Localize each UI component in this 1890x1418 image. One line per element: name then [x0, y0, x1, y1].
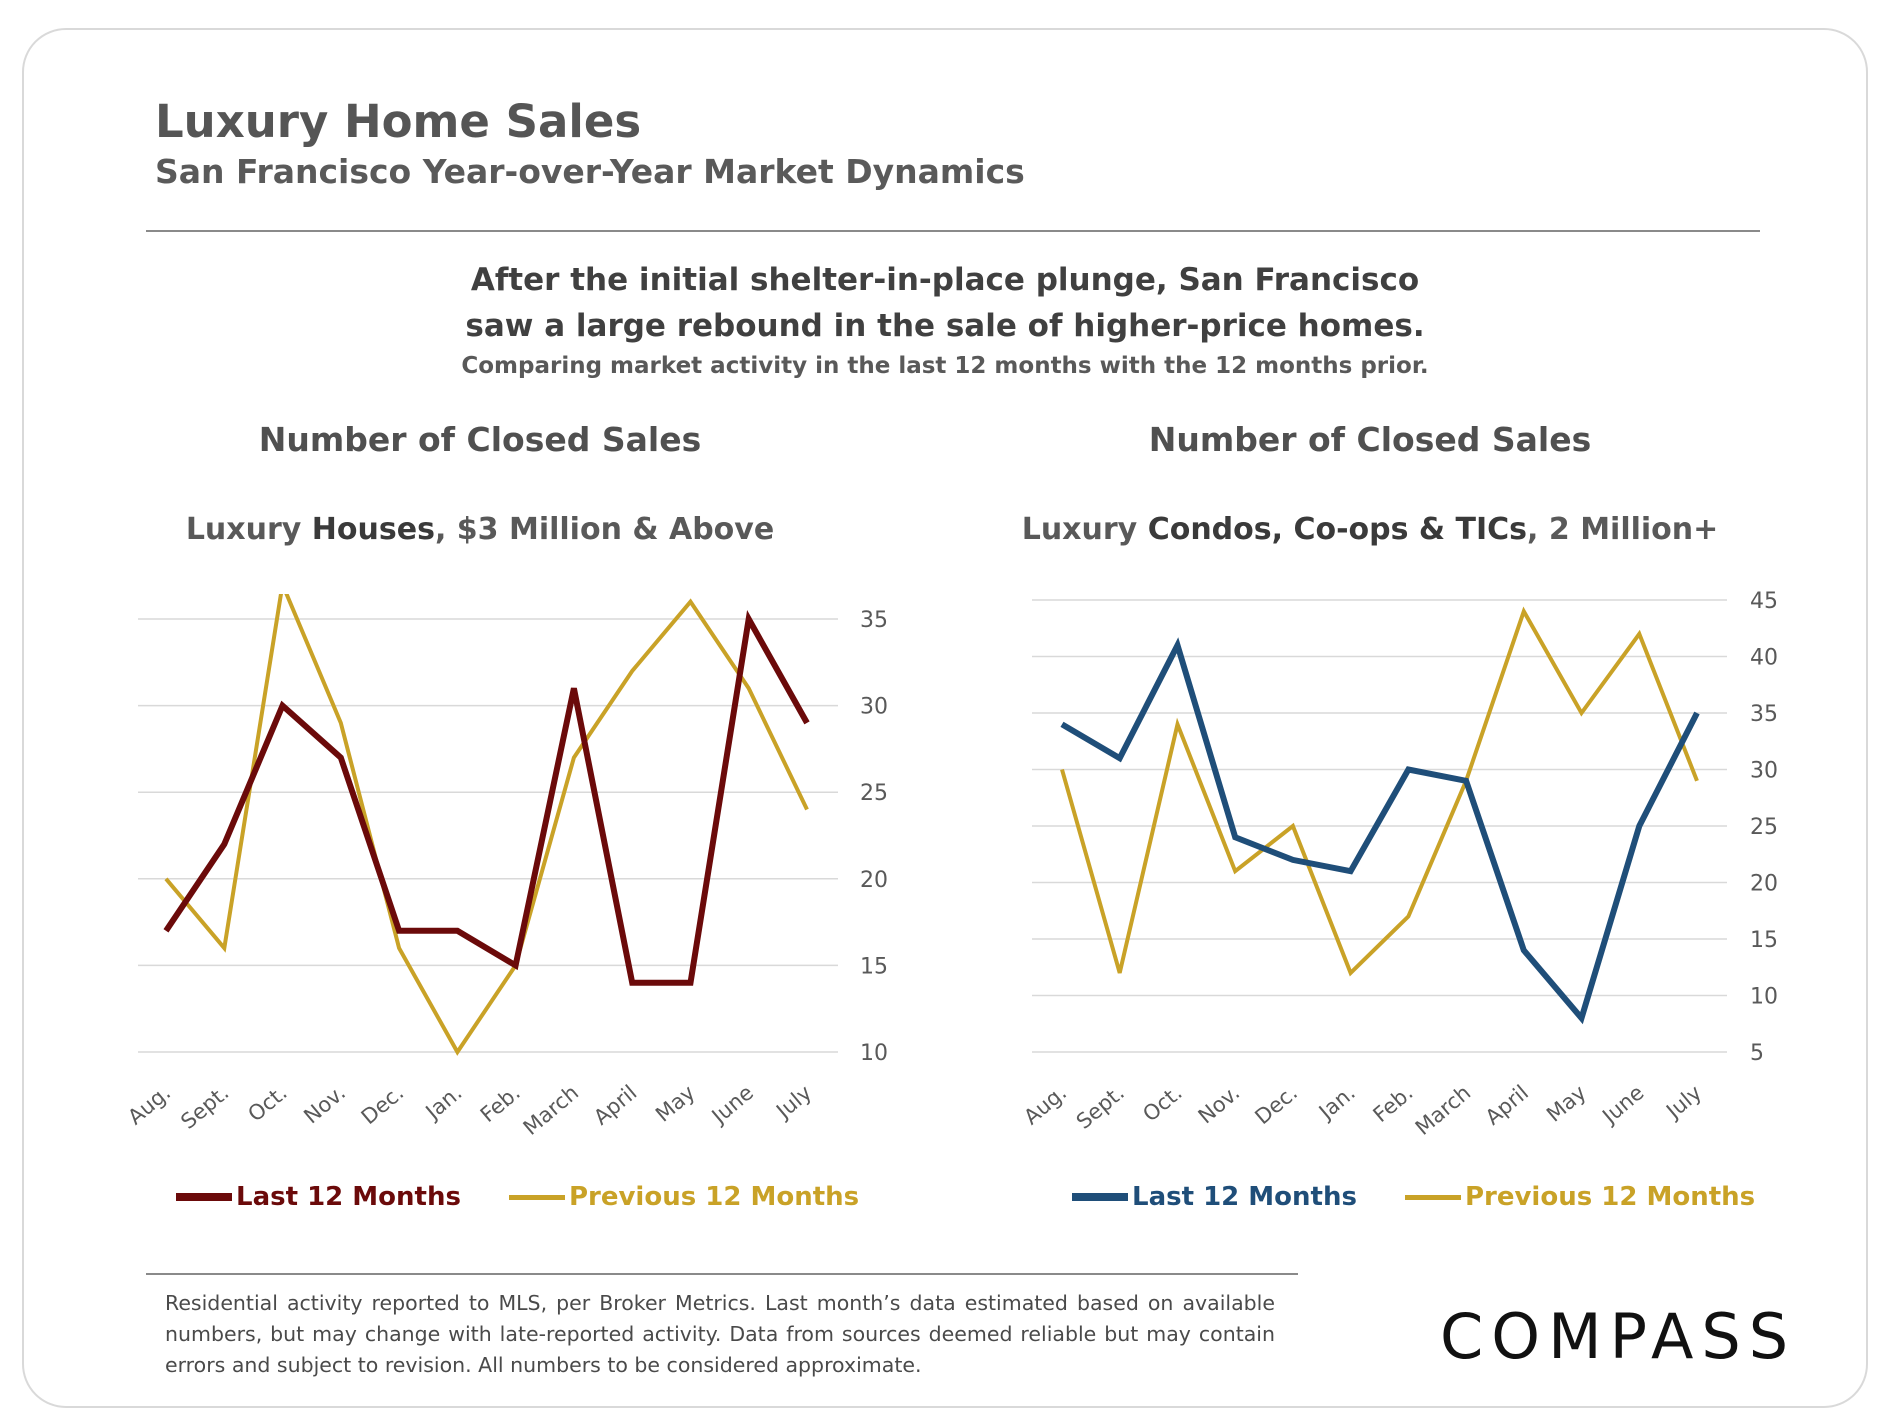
chart-subtitle-left: Luxury Houses, $3 Million & Above	[185, 512, 775, 547]
legend-label-last-12-right: Last 12 Months	[1132, 1182, 1357, 1212]
houses-x-tick-label: Aug.	[123, 1080, 175, 1129]
footer-disclaimer: Residential activity reported to MLS, pe…	[165, 1291, 1275, 1377]
chart-title-left: Number of Closed Sales	[258, 420, 702, 459]
houses-x-tick-label: May	[651, 1080, 700, 1126]
condos-y-tick-label: 5	[1750, 1041, 1764, 1066]
condos-series-previous-12-months-line	[1060, 606, 1699, 977]
chart-subtitle-right: Luxury Condos, Co-ops & TICs, 2 Million+	[1021, 512, 1719, 547]
condos-y-tick-label: 35	[1750, 702, 1778, 727]
legend-item-prev-12-left: Previous 12 Months	[508, 1182, 860, 1212]
houses-x-tick-label: Dec.	[357, 1080, 409, 1129]
condos-y-tick-label: 25	[1750, 815, 1778, 840]
condos-x-tick-label: Oct.	[1138, 1080, 1186, 1126]
houses-y-tick-label: 25	[860, 781, 888, 806]
legend-label-last-12-left: Last 12 Months	[236, 1182, 461, 1212]
page-title: Luxury Home Sales	[155, 95, 642, 148]
condos-x-tick-label: June	[1596, 1080, 1648, 1129]
condos-x-tick-label: May	[1542, 1080, 1591, 1126]
houses-x-tick-label: Nov.	[299, 1080, 350, 1128]
legend-swatch-last-12-left	[176, 1193, 232, 1201]
condos-y-tick-label: 20	[1750, 872, 1778, 897]
footer-divider	[146, 1273, 1298, 1275]
legend-label-prev-12-right: Previous 12 Months	[1464, 1182, 1756, 1212]
legend-swatch-prev-12-left	[508, 1194, 565, 1200]
legend-label-prev-12-left: Previous 12 Months	[568, 1182, 860, 1212]
houses-series-last-12-months-line	[163, 610, 810, 986]
legend-item-last-12-left: Last 12 Months	[176, 1182, 461, 1212]
condos-y-tick-label: 10	[1750, 985, 1778, 1010]
page-subtitle: San Francisco Year-over-Year Market Dyna…	[155, 152, 1025, 191]
compass-logo: COMPASS	[1440, 1300, 1797, 1373]
legend-left: Last 12 Months Previous 12 Months	[176, 1182, 859, 1212]
condos-x-tick-label: Dec.	[1250, 1080, 1302, 1129]
legend-item-prev-12-right: Previous 12 Months	[1404, 1182, 1756, 1212]
houses-y-tick-label: 30	[860, 695, 888, 720]
houses-x-tick-label: June	[706, 1080, 758, 1129]
condos-y-tick-label: 45	[1750, 589, 1778, 614]
condos-y-tick-label: 15	[1750, 928, 1778, 953]
condos-x-tick-label: Feb.	[1369, 1080, 1418, 1127]
headline-note: Comparing market activity in the last 12…	[461, 353, 1429, 379]
houses-y-tick-label: 20	[860, 868, 888, 893]
condos-x-tick-label: Sept.	[1072, 1080, 1129, 1133]
condos-x-tick-label: July	[1660, 1080, 1706, 1124]
condos-series-last-12-months-line	[1060, 637, 1700, 1025]
header-divider	[146, 230, 1760, 232]
condos-x-tick-label: March	[1411, 1080, 1475, 1140]
condos-x-tick-label: April	[1481, 1080, 1533, 1129]
houses-x-tick-label: Sept.	[176, 1080, 233, 1133]
headline-line-2: saw a large rebound in the sale of highe…	[465, 308, 1425, 344]
chart-title-right: Number of Closed Sales	[1148, 420, 1592, 459]
card-frame	[22, 28, 1868, 1408]
houses-x-tick-label: April	[589, 1080, 641, 1129]
houses-y-tick-label: 10	[860, 1041, 888, 1066]
condos-y-tick-label: 40	[1750, 646, 1778, 671]
condos-y-tick-label: 30	[1750, 759, 1778, 784]
houses-x-tick-label: Oct.	[243, 1080, 291, 1126]
headline-line-1: After the initial shelter-in-place plung…	[470, 262, 1420, 298]
houses-y-tick-label: 35	[860, 608, 888, 633]
legend-right: Last 12 Months Previous 12 Months	[1072, 1182, 1755, 1212]
legend-swatch-prev-12-right	[1404, 1194, 1461, 1200]
houses-x-tick-label: Feb.	[476, 1080, 525, 1127]
houses-series-previous-12-months-line	[164, 594, 809, 1056]
houses-x-tick-label: July	[770, 1080, 816, 1124]
houses-x-tick-label: March	[519, 1080, 583, 1140]
condos-x-tick-label: Aug.	[1019, 1080, 1071, 1129]
condos-x-tick-label: Jan.	[1313, 1080, 1360, 1125]
houses-y-tick-label: 15	[860, 954, 888, 979]
legend-item-last-12-right: Last 12 Months	[1072, 1182, 1357, 1212]
legend-swatch-last-12-right	[1072, 1193, 1128, 1201]
condos-x-tick-label: Nov.	[1194, 1080, 1245, 1128]
houses-x-tick-label: Jan.	[420, 1080, 467, 1125]
